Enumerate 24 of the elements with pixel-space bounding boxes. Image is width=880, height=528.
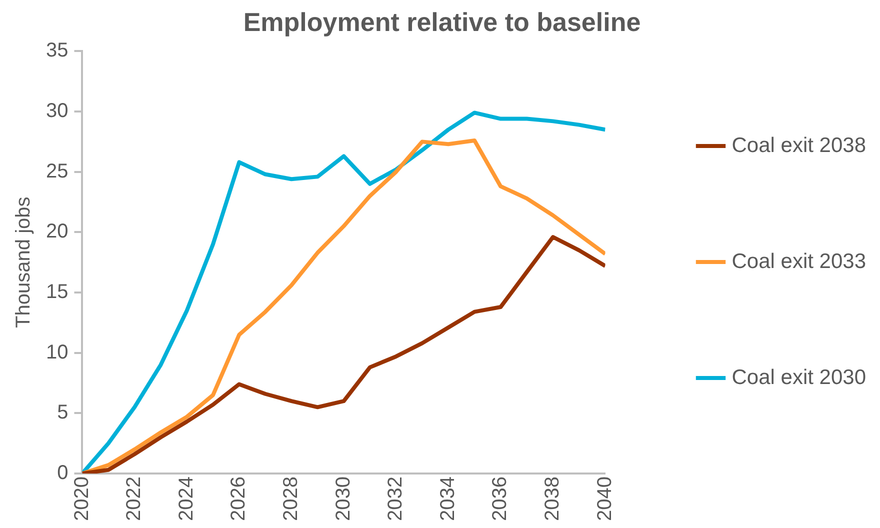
- legend-label: Coal exit 2033: [732, 250, 866, 273]
- y-tick-label: 0: [57, 462, 68, 484]
- x-tick-label: 2038: [541, 476, 564, 522]
- y-tick-label: 5: [57, 402, 68, 424]
- y-tick-label: 25: [46, 160, 68, 182]
- y-tick-label: 20: [46, 220, 68, 243]
- x-tick-label: 2032: [384, 476, 407, 522]
- x-tick-label: 2022: [123, 476, 146, 522]
- x-tick-label: 2030: [332, 476, 354, 522]
- y-tick-label: 15: [46, 281, 68, 304]
- y-tick-label: 30: [46, 100, 68, 122]
- x-tick-label: 2034: [436, 476, 459, 522]
- x-tick-label: 2040: [594, 476, 616, 522]
- legend-label: Coal exit 2030: [732, 366, 866, 389]
- chart-title: Employment relative to baseline: [243, 6, 641, 37]
- y-tick-label: 10: [46, 341, 68, 364]
- y-tick-label: 35: [46, 40, 68, 62]
- x-tick-label: 2028: [280, 476, 302, 522]
- x-tick-label: 2036: [489, 476, 512, 522]
- x-tick-label: 2026: [228, 476, 250, 522]
- x-tick-label: 2020: [70, 476, 93, 522]
- x-tick-label: 2024: [175, 476, 198, 522]
- y-axis-title: Thousand jobs: [12, 196, 35, 328]
- legend-label: Coal exit 2038: [732, 134, 866, 157]
